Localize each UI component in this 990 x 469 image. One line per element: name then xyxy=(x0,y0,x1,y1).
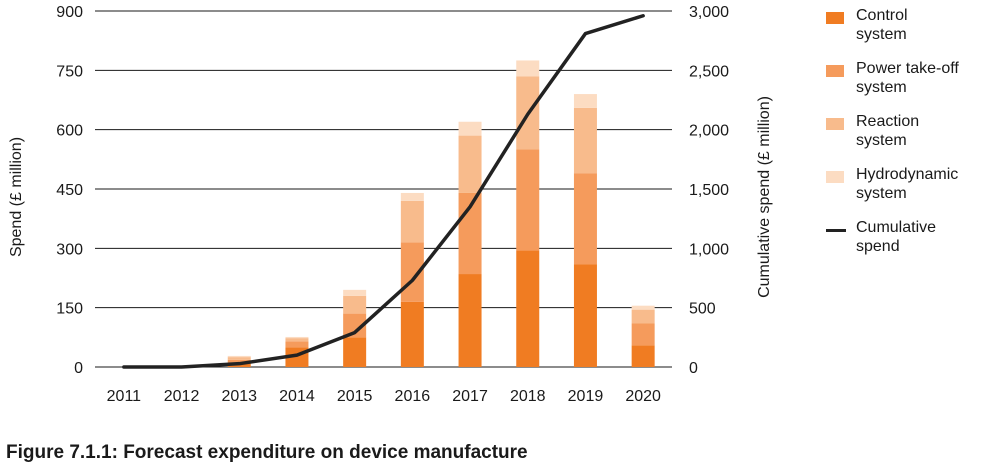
y2-tick-label: 2,500 xyxy=(689,63,729,80)
bar-segment xyxy=(343,295,367,314)
legend-swatch xyxy=(826,229,846,232)
x-tick-label: 2018 xyxy=(510,388,546,405)
legend-item-hydrodynamic: Hydrodynamic system xyxy=(826,165,990,203)
bar-segment xyxy=(400,200,424,243)
x-axis-ticks: 2011 2012 2013 2014 2015 2016 2017 2018 2019 2020 xyxy=(107,388,661,405)
y2-tick-label: 500 xyxy=(689,301,716,318)
legend-label: Hydrodynamic system xyxy=(856,166,959,202)
bar-segment xyxy=(573,173,597,265)
x-tick-label: 2020 xyxy=(625,388,661,405)
x-tick-label: 2019 xyxy=(568,388,604,405)
y-tick-label: 150 xyxy=(56,301,83,318)
bar-segment xyxy=(400,301,424,367)
x-tick-label: 2012 xyxy=(164,388,200,405)
cumulative-line-group xyxy=(122,13,645,369)
legend-swatch xyxy=(826,65,844,77)
chart: 0 150 300 450 600 750 900 0 500 1,000 1,500 2,000 2… xyxy=(8,4,773,405)
y-tick-label: 450 xyxy=(56,182,83,199)
x-tick-label: 2013 xyxy=(221,388,257,405)
cumulative-spend-line xyxy=(122,13,645,369)
bar-segment xyxy=(343,337,367,367)
bar-segment xyxy=(631,309,655,324)
left-axis-ticks: 0 150 300 450 600 750 900 xyxy=(56,4,83,377)
bar-segment xyxy=(343,289,367,296)
bar-segment xyxy=(631,345,655,367)
bar-segment xyxy=(227,359,251,364)
bar-segment xyxy=(285,341,309,348)
x-tick-label: 2011 xyxy=(107,388,142,405)
y2-tick-label: 1,000 xyxy=(689,241,729,258)
bar-segment xyxy=(343,313,367,338)
bar-segment xyxy=(631,305,655,310)
y-axis-title: Spend (£ million) xyxy=(8,137,25,257)
bar-segment xyxy=(458,135,482,193)
legend-label: Reaction system xyxy=(856,113,920,149)
legend-item-power-take-off: Power take-off system xyxy=(826,59,990,97)
bar-segment xyxy=(227,357,251,360)
bar-segment xyxy=(458,121,482,136)
bar-segment xyxy=(573,94,597,108)
bar-segment xyxy=(631,323,655,346)
legend-swatch xyxy=(826,118,844,130)
bar-segment xyxy=(516,60,540,77)
y2-tick-label: 3,000 xyxy=(689,4,729,21)
legend-swatch xyxy=(826,12,844,24)
x-tick-label: 2015 xyxy=(337,388,373,405)
bar-segment xyxy=(227,355,251,358)
figure-caption: Figure 7.1.1: Forecast expenditure on de… xyxy=(6,442,528,463)
x-tick-label: 2016 xyxy=(395,388,431,405)
y-tick-label: 300 xyxy=(56,241,83,258)
y2-tick-label: 1,500 xyxy=(689,182,729,199)
bar-segment xyxy=(400,192,424,201)
bar-segment xyxy=(516,149,540,251)
y2-tick-label: 0 xyxy=(689,360,698,377)
bar-segment xyxy=(573,107,597,174)
bar-segment xyxy=(573,264,597,367)
right-axis-ticks: 0 500 1,000 1,500 2,000 2,500 3,000 xyxy=(689,4,729,377)
x-tick-label: 2017 xyxy=(452,388,488,405)
legend-label: Power take-off system xyxy=(856,60,959,96)
legend-label: Cumulative spend xyxy=(856,219,937,255)
y-tick-label: 900 xyxy=(56,4,83,21)
y2-axis-title: Cumulative spend (£ million) xyxy=(756,96,773,298)
legend-swatch xyxy=(826,171,844,183)
legend-item-cumulative: Cumulative spend xyxy=(826,218,990,256)
y-tick-label: 600 xyxy=(56,123,83,140)
legend-item-control: Control system xyxy=(826,6,990,44)
y2-tick-label: 2,000 xyxy=(689,123,729,140)
bar-segment xyxy=(516,250,540,367)
legend-label: Control system xyxy=(856,7,908,43)
y-tick-label: 750 xyxy=(56,63,83,80)
bars xyxy=(227,60,655,367)
bar-segment xyxy=(458,274,482,367)
grid-lines xyxy=(95,10,672,368)
y-tick-label: 0 xyxy=(74,360,83,377)
x-tick-label: 2014 xyxy=(279,388,315,405)
legend-item-reaction: Reaction system xyxy=(826,112,990,150)
legend: Control system Power take-off system Rea… xyxy=(826,6,990,271)
bar-segment xyxy=(285,336,309,339)
bar-segment xyxy=(285,338,309,342)
